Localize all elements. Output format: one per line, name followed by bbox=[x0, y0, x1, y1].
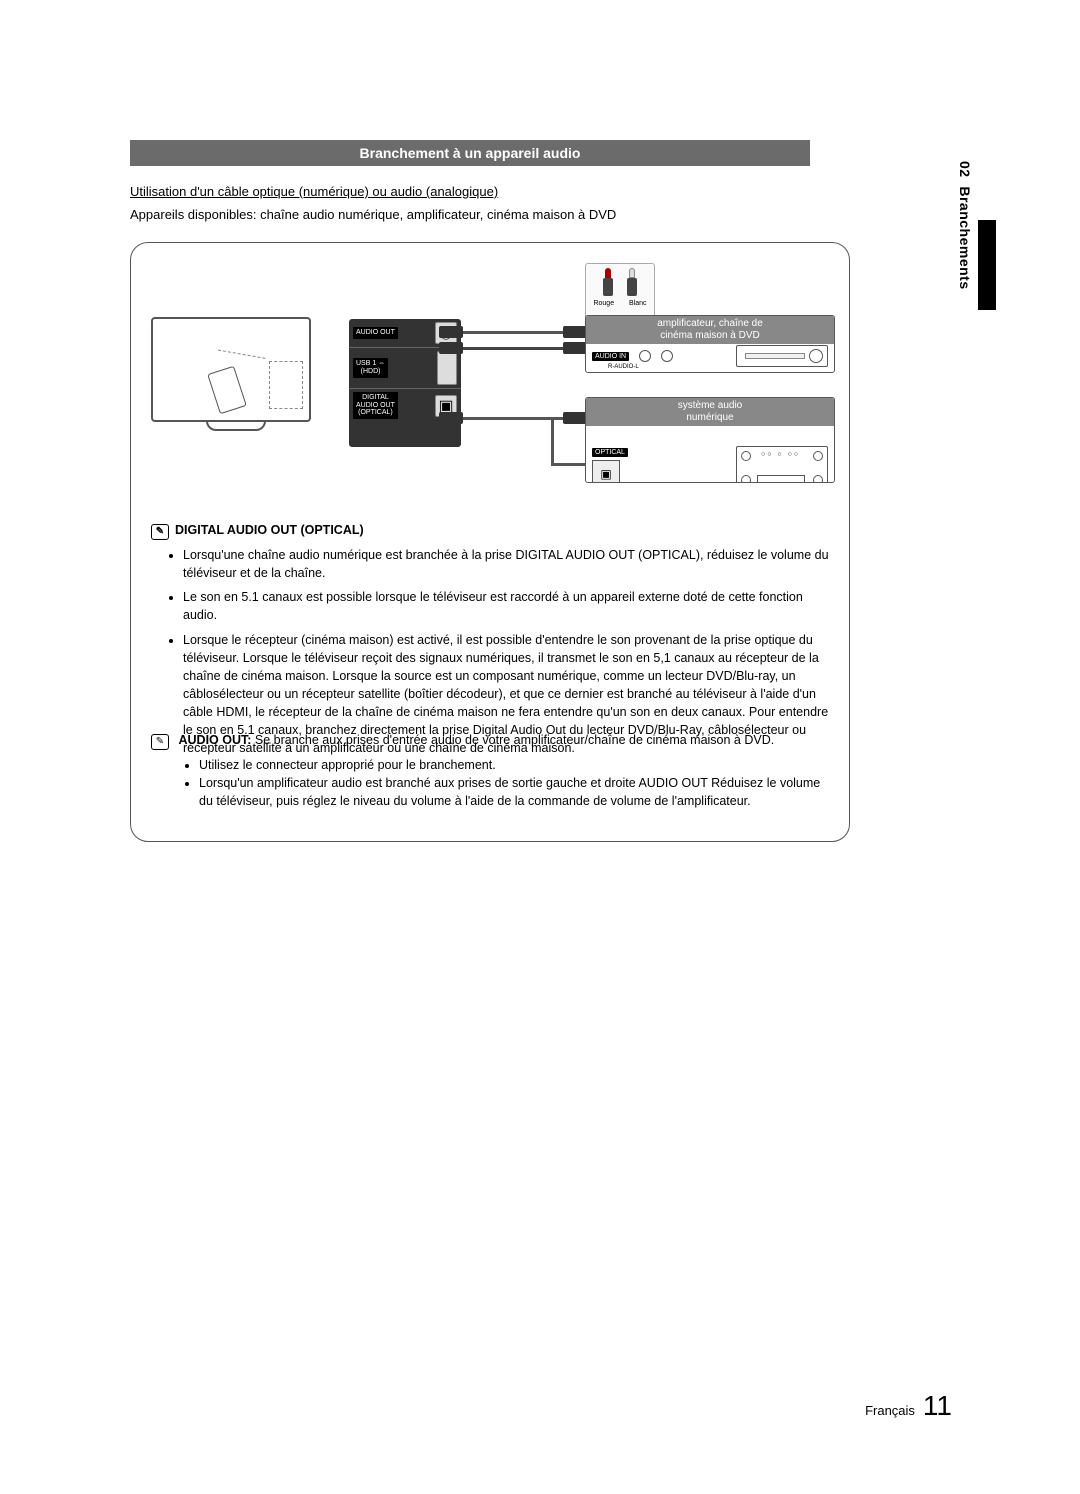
audio-in-jack-r bbox=[639, 350, 651, 362]
note-digital-audio-out: DIGITAL AUDIO OUT (OPTICAL) Lorsqu'une c… bbox=[151, 521, 831, 763]
dig-title: système audio numérique bbox=[586, 398, 834, 426]
usb-jack-icon bbox=[437, 351, 457, 385]
port-label-digital: DIGITAL AUDIO OUT (OPTICAL) bbox=[353, 392, 398, 419]
rca-red-label: Rouge bbox=[593, 300, 614, 307]
optical-socket-icon: ▣ bbox=[592, 460, 620, 483]
port-row-usb: USB 1 ⇔ (HDD) bbox=[349, 348, 461, 389]
chapter-number: 02 bbox=[957, 161, 973, 178]
note1-heading: DIGITAL AUDIO OUT (OPTICAL) bbox=[151, 521, 831, 540]
rca-white-icon bbox=[627, 268, 637, 296]
side-tab-text: 02 Branchements bbox=[957, 161, 973, 290]
rca-callout: Rouge Blanc bbox=[585, 263, 655, 323]
chapter-title: Branchements bbox=[957, 186, 973, 289]
section-header: Branchement à un appareil audio bbox=[130, 140, 810, 166]
note2-lead-rest: Se branche aux prises d'entrée audio de … bbox=[251, 733, 774, 747]
note1-b2: Le son en 5.1 canaux est possible lorsqu… bbox=[183, 588, 831, 624]
rca-white-label: Blanc bbox=[629, 300, 647, 307]
amp-title-l1: amplificateur, chaîne de bbox=[657, 318, 763, 329]
cable-audio-red bbox=[463, 331, 563, 334]
digital-receiver-icon: ○○ ○ ○○ bbox=[736, 446, 828, 483]
amplifier-box: amplificateur, chaîne de cinéma maison à… bbox=[585, 315, 835, 373]
optical-label: OPTICAL bbox=[592, 448, 628, 457]
dvd-player-icon bbox=[736, 345, 828, 367]
digital-system-box: système audio numérique OPTICAL ▣ ○○ ○ ○… bbox=[585, 397, 835, 483]
audio-in-label: AUDIO IN bbox=[592, 352, 629, 361]
tv-port-location bbox=[269, 361, 303, 409]
cable-optical-h1 bbox=[463, 417, 563, 420]
rca-red-icon bbox=[603, 268, 613, 296]
note2-list: Utilisez le connecteur approprié pour le… bbox=[151, 756, 831, 810]
amp-title: amplificateur, chaîne de cinéma maison à… bbox=[586, 316, 834, 344]
amp-title-l2: cinéma maison à DVD bbox=[660, 330, 759, 341]
note2-lead: AUDIO OUT: Se branche aux prises d'entré… bbox=[151, 731, 831, 750]
dig-title-l2: numérique bbox=[686, 412, 733, 423]
side-black-strip bbox=[978, 220, 996, 310]
note-audio-out: AUDIO OUT: Se branche aux prises d'entré… bbox=[151, 731, 831, 810]
cable-optical-v bbox=[551, 418, 554, 464]
tv-port-panel: AUDIO OUT USB 1 ⇔ (HDD) DIGITAL AUDIO OU… bbox=[349, 319, 461, 447]
tv-stand bbox=[206, 421, 266, 431]
note2-b1: Utilisez le connecteur approprié pour le… bbox=[199, 756, 831, 774]
page-number: 11 bbox=[923, 1390, 952, 1422]
cable-audio-white bbox=[463, 347, 563, 350]
available-devices: Appareils disponibles: chaîne audio numé… bbox=[130, 207, 960, 222]
diagram-container: AUDIO OUT USB 1 ⇔ (HDD) DIGITAL AUDIO OU… bbox=[130, 242, 850, 842]
port-label-usb: USB 1 ⇔ (HDD) bbox=[353, 358, 388, 377]
dig-title-l1: système audio bbox=[678, 400, 742, 411]
subtitle: Utilisation d'un câble optique (numériqu… bbox=[130, 184, 960, 199]
side-tab: 02 Branchements bbox=[952, 140, 978, 310]
port-label-audio-out: AUDIO OUT bbox=[353, 327, 398, 339]
footer-lang: Français bbox=[865, 1403, 915, 1418]
note2-b2: Lorsqu'un amplificateur audio est branch… bbox=[199, 774, 831, 810]
tv-illustration bbox=[151, 317, 321, 442]
page-footer: Français 11 bbox=[865, 1390, 952, 1422]
remote-icon bbox=[207, 366, 247, 415]
note1-list: Lorsqu'une chaîne audio numérique est br… bbox=[151, 546, 831, 757]
audio-in-jack-l bbox=[661, 350, 673, 362]
note2-lead-bold: AUDIO OUT: bbox=[178, 733, 251, 747]
tv-frame bbox=[151, 317, 311, 422]
note1-b1: Lorsqu'une chaîne audio numérique est br… bbox=[183, 546, 831, 582]
